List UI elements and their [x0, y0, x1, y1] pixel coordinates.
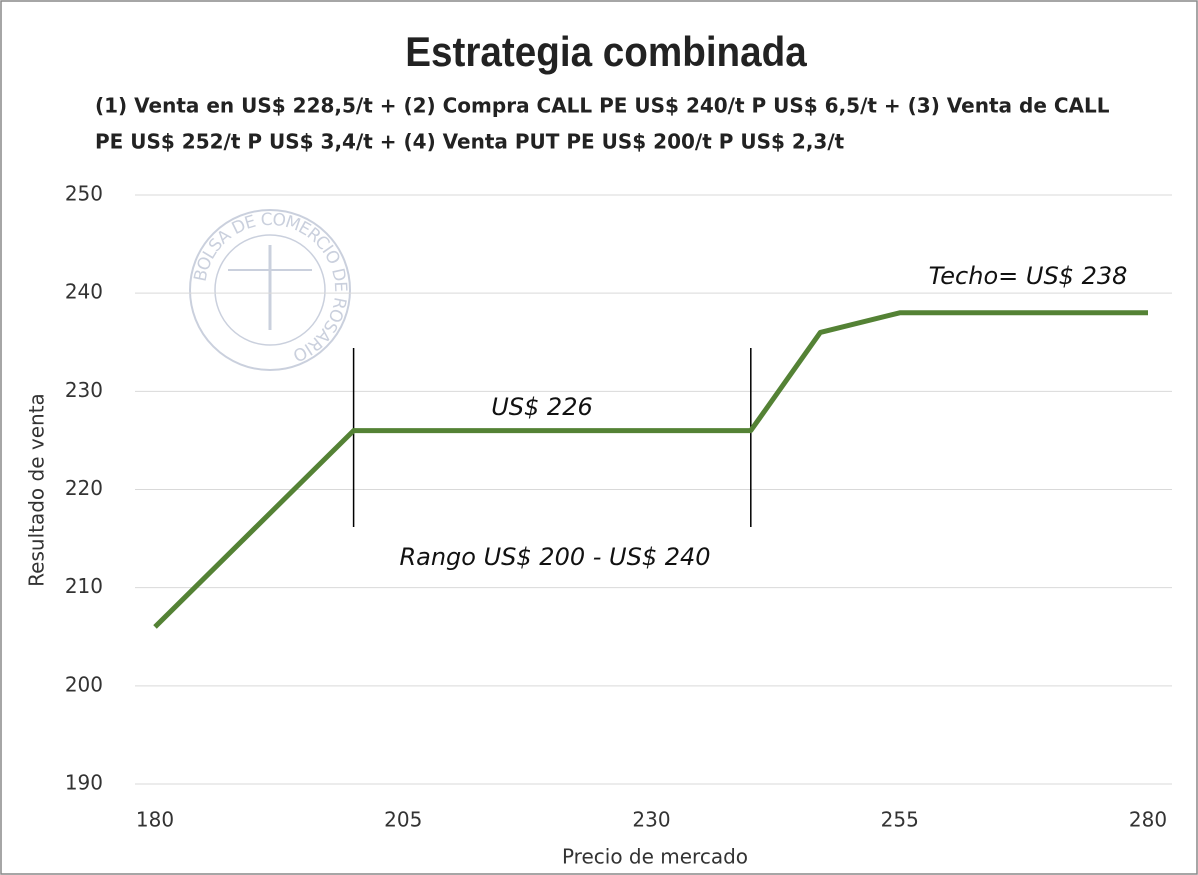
annotation: Rango US$ 200 - US$ 240 [399, 543, 710, 571]
y-tick-label: 230 [65, 378, 103, 402]
annotation: Techo= US$ 238 [929, 262, 1128, 290]
subtitle: (1) Venta en US$ 228,5/t + (2) Compra CA… [95, 94, 1110, 118]
y-tick-label: 210 [65, 574, 103, 598]
annotation: US$ 226 [491, 393, 593, 421]
y-tick-label: 190 [65, 771, 103, 795]
y-tick-label: 250 [65, 182, 103, 206]
y-tick-label: 220 [65, 476, 103, 500]
x-tick-label: 280 [1129, 808, 1167, 832]
x-tick-label: 230 [632, 808, 670, 832]
x-axis-label: Precio de mercado [562, 845, 748, 869]
x-tick-label: 255 [881, 808, 919, 832]
x-tick-label: 205 [384, 808, 422, 832]
subtitle: PE US$ 252/t P US$ 3,4/t + (4) Venta PUT… [95, 130, 845, 154]
x-tick-label: 180 [136, 808, 174, 832]
y-tick-label: 200 [65, 672, 103, 696]
y-tick-label: 240 [65, 280, 103, 304]
chart-title: Estrategia combinada [405, 28, 807, 76]
y-axis-label: Resultado de venta [25, 393, 49, 587]
line-series [153, 310, 1148, 629]
